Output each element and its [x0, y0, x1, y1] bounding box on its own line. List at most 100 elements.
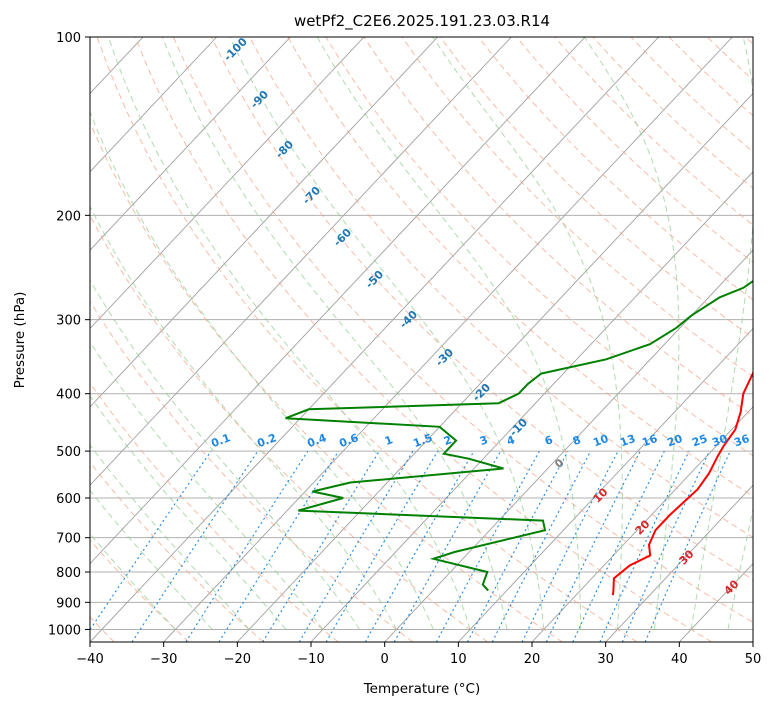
mixing-ratio-label: 0.6 [337, 431, 360, 450]
mixing-ratio-line [621, 450, 711, 642]
mixing-ratio-line [491, 450, 592, 642]
mixing-ratio-label: 30 [710, 432, 729, 450]
dry-adiabat-line [90, 214, 488, 642]
mixing-ratio-label: 8 [571, 433, 583, 448]
plot-frame [89, 36, 754, 643]
isotherm-line [90, 37, 218, 173]
dry-adiabat-line [287, 37, 753, 497]
dry-adiabat-line [134, 37, 712, 642]
x-tick-label: −30 [150, 652, 177, 667]
isotherm-line [90, 37, 660, 642]
mixing-ratio-line [572, 450, 665, 642]
moist-adiabat-line [727, 507, 753, 630]
moist-adiabat-line [690, 37, 753, 630]
x-tick-label: 20 [524, 652, 541, 667]
chart-title: wetPf2_C2E6.2025.191.23.03.R14 [294, 12, 550, 31]
isotherm-line [310, 171, 753, 642]
isotherm-line [458, 327, 753, 642]
mixing-ratio-label: 1.5 [411, 431, 434, 450]
mixing-ratio-label: 13 [618, 432, 637, 449]
series-layer [285, 279, 753, 596]
mixing-ratio-line [393, 450, 502, 642]
dry-adiabat-line [96, 37, 638, 642]
moist-adiabat-line [90, 110, 434, 630]
dry-adiabat-line [90, 539, 190, 642]
y-tick-label: 800 [56, 566, 81, 581]
y-tick-label: 500 [56, 445, 81, 460]
mixing-ratio-label: 10 [591, 432, 610, 450]
dry-adiabat-line [478, 37, 753, 301]
mixing-ratio-line [435, 450, 540, 642]
y-tick-label: 100 [56, 31, 81, 46]
mixing-ratio-line [467, 450, 569, 642]
isotherm-line [384, 249, 753, 642]
moist-adiabat-line [90, 279, 361, 630]
y-tick-label: 900 [56, 596, 81, 611]
x-tick-label: 10 [450, 652, 467, 667]
isotherm-line [90, 37, 291, 251]
moist-adiabat-line [90, 205, 397, 630]
mixing-ratio-label: 16 [640, 432, 659, 450]
moist-adiabat-line [90, 444, 250, 630]
dry-adiabat-line [172, 37, 753, 624]
moist-adiabat-line [108, 37, 471, 630]
mixing-ratio-label: 2 [442, 433, 454, 448]
y-tick-label: 400 [56, 388, 81, 403]
temperature-profile-line [611, 370, 753, 596]
mixing-ratio-line [218, 450, 340, 642]
mixing-ratio-line [262, 450, 380, 642]
mixing-ratio-label: 6 [543, 433, 555, 448]
dry-adiabat-line [249, 37, 753, 539]
y-tick-label: 1000 [48, 623, 81, 638]
moist-adiabat-line [229, 37, 545, 630]
x-tick-label: 30 [597, 652, 614, 667]
moist-adiabat-line [90, 341, 324, 630]
y-tick-label: 600 [56, 492, 81, 507]
mixing-ratio-line [325, 450, 439, 642]
dry-adiabat-line [90, 121, 563, 642]
mixing-ratio-label: 0.1 [209, 431, 232, 450]
mixing-ratio-line [364, 450, 475, 642]
isotherm-line [237, 92, 753, 642]
x-tick-label: 50 [745, 652, 762, 667]
y-tick-label: 200 [56, 209, 81, 224]
mixing-ratio-label: 20 [665, 432, 684, 450]
mixing-ratio-line [131, 450, 259, 642]
mixing-ratio-line [545, 450, 641, 642]
mixing-ratio-label: 0.2 [255, 431, 278, 450]
y-tick-label: 300 [56, 314, 81, 329]
dry-adiabat-line [90, 300, 414, 642]
moist-adiabat-line [316, 37, 582, 630]
mixing-ratio-label: 3 [478, 433, 490, 448]
mixing-ratio-label: 4 [505, 433, 517, 448]
x-tick-label: 0 [381, 652, 389, 667]
x-axis: −40 −30 −20 −10 0 10 20 30 40 50 [76, 642, 761, 667]
x-tick-label: 40 [671, 652, 688, 667]
dry-adiabat-line [211, 37, 753, 581]
dewpoint-profile-line [285, 279, 753, 592]
x-tick-label: −40 [76, 652, 103, 667]
dry-adiabat-line [90, 461, 264, 642]
mixing-ratio-line [298, 450, 414, 642]
moist-adiabat-line [432, 37, 623, 630]
dry-adiabat-line [90, 382, 339, 642]
isotherm-line [90, 37, 439, 408]
mixing-ratio-line [599, 450, 690, 642]
x-tick-label: −20 [224, 652, 251, 667]
moist-adiabat-line [161, 37, 508, 630]
y-axis-label: Pressure (hPa) [12, 292, 28, 389]
mixing-ratio-line [644, 450, 731, 642]
y-axis: 100 200 300 400 500 600 700 800 900 1000 [48, 31, 90, 638]
isotherm-line [90, 37, 586, 565]
moist-adiabat-line [90, 395, 287, 630]
isotherm-line [163, 37, 733, 642]
mixing-ratio-label: 36 [732, 432, 751, 450]
y-tick-label: 700 [56, 532, 81, 547]
mixing-ratio-label: 0.4 [305, 431, 328, 450]
isotherm-line [90, 37, 512, 486]
background-lines [90, 37, 753, 642]
isotherm-line [605, 484, 753, 642]
x-axis-label: Temperature (°C) [363, 681, 481, 697]
isotherm-line [531, 406, 753, 642]
